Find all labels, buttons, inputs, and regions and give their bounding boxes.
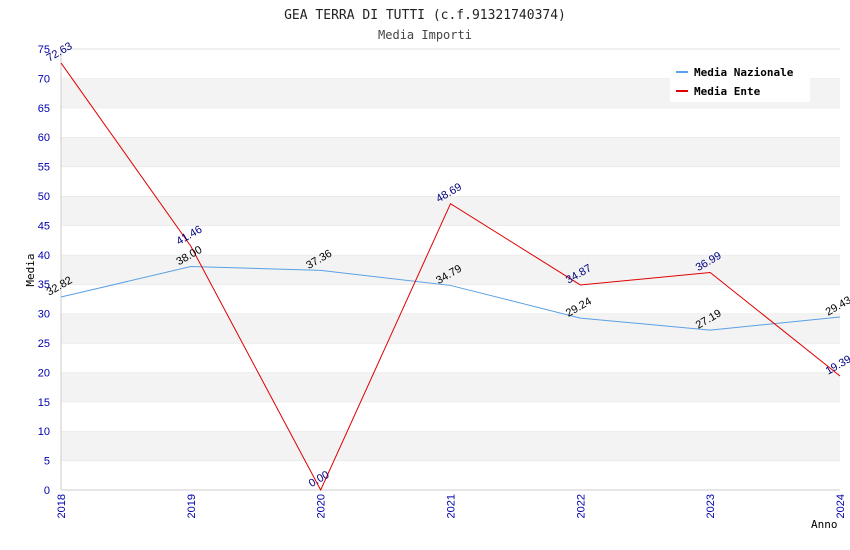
- grid-band: [61, 137, 840, 167]
- x-tick-label: 2022: [575, 494, 587, 518]
- grid-band: [61, 313, 840, 343]
- x-tick-label: 2018: [56, 494, 68, 518]
- axes: [60, 49, 840, 491]
- grid-band: [61, 254, 840, 285]
- grid-band: [61, 401, 840, 432]
- y-tick-label: 45: [38, 220, 50, 232]
- grid-band: [61, 107, 840, 138]
- legend: Media Nazionale Media Ente: [670, 60, 810, 102]
- x-axis-label: Anno: [811, 518, 838, 531]
- y-tick-label: 55: [38, 162, 50, 174]
- y-tick-label: 70: [38, 73, 50, 85]
- y-tick-label: 10: [38, 426, 50, 438]
- y-tick-label: 65: [38, 103, 50, 115]
- grid-band: [61, 343, 840, 373]
- series-line-0: [60, 266, 841, 331]
- series-line-1: [60, 62, 841, 492]
- x-tick-label: 2024: [835, 494, 847, 518]
- y-tick-label: 5: [44, 456, 50, 468]
- grid-band: [61, 372, 840, 402]
- grid-band: [61, 431, 840, 461]
- chart-title: GEA TERRA DI TUTTI (c.f.91321740374): [284, 8, 566, 23]
- y-tick-label: 25: [38, 338, 50, 350]
- y-axis-label: Media: [24, 253, 37, 286]
- y-ticks: 0 5 10 15 20 25 30 35 40 45 50 55 60 65 70 75: [38, 44, 50, 497]
- grid-band: [61, 460, 840, 490]
- grid-band: [61, 284, 840, 314]
- grid-band: [61, 225, 840, 255]
- x-ticks: 2018 2019 2020 2021 2022 2023 2024: [56, 494, 847, 518]
- chart-subtitle: Media Importi: [378, 28, 472, 42]
- y-tick-label: 50: [38, 191, 50, 203]
- y-tick-label: 75: [38, 44, 50, 56]
- legend-label-1: Media Ente: [694, 85, 761, 98]
- x-tick-label: 2019: [186, 494, 198, 518]
- x-tick-label: 2020: [316, 494, 328, 518]
- grid-bands: [61, 48, 840, 490]
- y-tick-label: 60: [38, 132, 50, 144]
- legend-label-0: Media Nazionale: [694, 66, 794, 79]
- y-tick-label: 30: [38, 309, 50, 321]
- grid-band: [61, 196, 840, 226]
- y-tick-label: 0: [44, 485, 50, 497]
- legend-box: [670, 60, 810, 102]
- x-tick-label: 2021: [446, 494, 458, 518]
- series-lines: [60, 62, 841, 492]
- y-tick-label: 40: [38, 250, 50, 262]
- y-tick-label: 15: [38, 397, 50, 409]
- grid-band: [61, 166, 840, 196]
- y-tick-label: 20: [38, 367, 50, 379]
- x-tick-label: 2023: [705, 494, 717, 518]
- y-tick-label: 35: [38, 279, 50, 291]
